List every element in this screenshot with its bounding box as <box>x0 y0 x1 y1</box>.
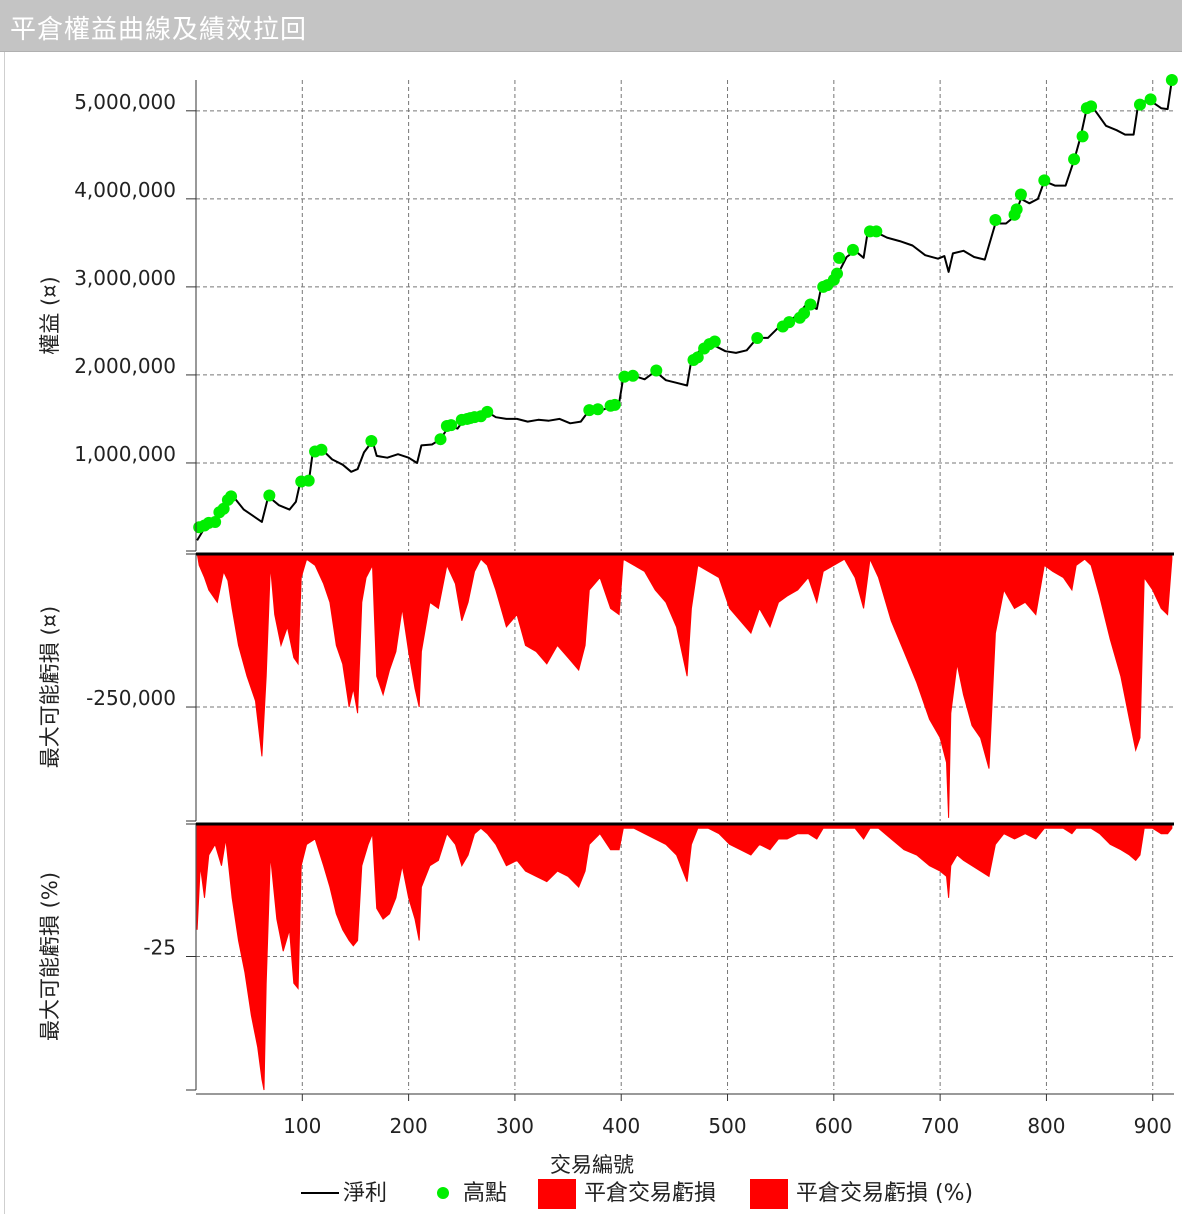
high-point-marker <box>481 405 494 418</box>
high-point-marker <box>846 243 859 256</box>
y-tick-label: 5,000,000 <box>74 90 176 114</box>
y-tick-label: 4,000,000 <box>74 178 176 202</box>
legend-label: 高點 <box>463 1181 507 1206</box>
high-point-marker <box>783 316 796 329</box>
drawdown-amount-area <box>196 552 1173 818</box>
drawdown-percent-area <box>196 822 1173 1091</box>
y-tick-label: -25 <box>143 936 176 960</box>
high-point-marker <box>225 490 238 503</box>
high-point-marker <box>365 434 378 447</box>
high-point-marker <box>1133 98 1146 111</box>
title-bar: 平倉權益曲線及績效拉回 <box>0 0 1182 52</box>
high-point-marker <box>1085 100 1098 113</box>
x-tick-label: 300 <box>496 1114 534 1138</box>
high-point-marker <box>1014 188 1027 201</box>
legend-label: 平倉交易虧損 <box>584 1181 716 1206</box>
window-title: 平倉權益曲線及績效拉回 <box>10 15 308 45</box>
high-point-marker <box>833 251 846 264</box>
high-point-marker <box>691 351 704 364</box>
legend-box-swatch <box>538 1179 576 1209</box>
x-tick-label: 200 <box>390 1114 428 1138</box>
y-axis-label: 權益 (¤) <box>38 276 62 354</box>
high-point-marker <box>831 267 844 280</box>
high-point-marker <box>1010 203 1023 216</box>
y-tick-label: 1,000,000 <box>74 442 176 466</box>
high-point-marker <box>1038 174 1051 187</box>
x-tick-label: 600 <box>815 1114 853 1138</box>
x-tick-label: 100 <box>283 1114 321 1138</box>
equity-drawdown-chart: 1,000,000 2,000,000 3,000,000 4,000,000 5,00… <box>38 74 1178 1209</box>
high-point-marker <box>650 364 663 377</box>
high-point-marker <box>989 213 1002 226</box>
y-axis-label: 最大可能虧損 (%) <box>38 872 62 1041</box>
high-point-marker <box>1076 130 1089 143</box>
legend-label: 淨利 <box>343 1181 387 1206</box>
high-point-marker <box>626 369 639 382</box>
x-tick-label: 700 <box>921 1114 959 1138</box>
high-point-marker <box>1165 74 1178 86</box>
high-point-marker <box>804 298 817 311</box>
x-tick-label: 800 <box>1027 1114 1065 1138</box>
high-point-marker <box>1068 153 1081 166</box>
y-tick-label: 2,000,000 <box>74 354 176 378</box>
legend-label: 平倉交易虧損 (%) <box>796 1181 973 1206</box>
y-tick-label: -250,000 <box>86 686 176 710</box>
y-tick-label: 3,000,000 <box>74 266 176 290</box>
high-point-marker <box>870 225 883 238</box>
high-point-marker <box>591 403 604 416</box>
legend-dot-swatch <box>437 1187 449 1199</box>
high-point-marker <box>1144 93 1157 106</box>
high-point-marker <box>263 489 276 502</box>
y-axis-label: 最大可能虧損 (¤) <box>38 606 62 768</box>
legend-box-swatch <box>750 1179 788 1209</box>
high-point-marker <box>315 443 328 456</box>
chart-frame: 1,000,000 2,000,000 3,000,000 4,000,000 5,00… <box>4 52 1178 1214</box>
high-point-marker <box>445 419 458 432</box>
x-tick-label: 500 <box>708 1114 746 1138</box>
high-point-marker <box>708 335 721 348</box>
high-point-marker <box>302 474 315 487</box>
net-profit-line <box>196 79 1173 541</box>
high-point-marker <box>798 307 811 320</box>
x-tick-label: 900 <box>1134 1114 1172 1138</box>
high-point-marker <box>608 398 621 411</box>
high-point-marker <box>209 515 222 528</box>
high-point-marker <box>751 331 764 344</box>
x-axis-label: 交易編號 <box>550 1153 634 1177</box>
x-tick-label: 400 <box>602 1114 640 1138</box>
high-point-marker <box>434 433 447 446</box>
